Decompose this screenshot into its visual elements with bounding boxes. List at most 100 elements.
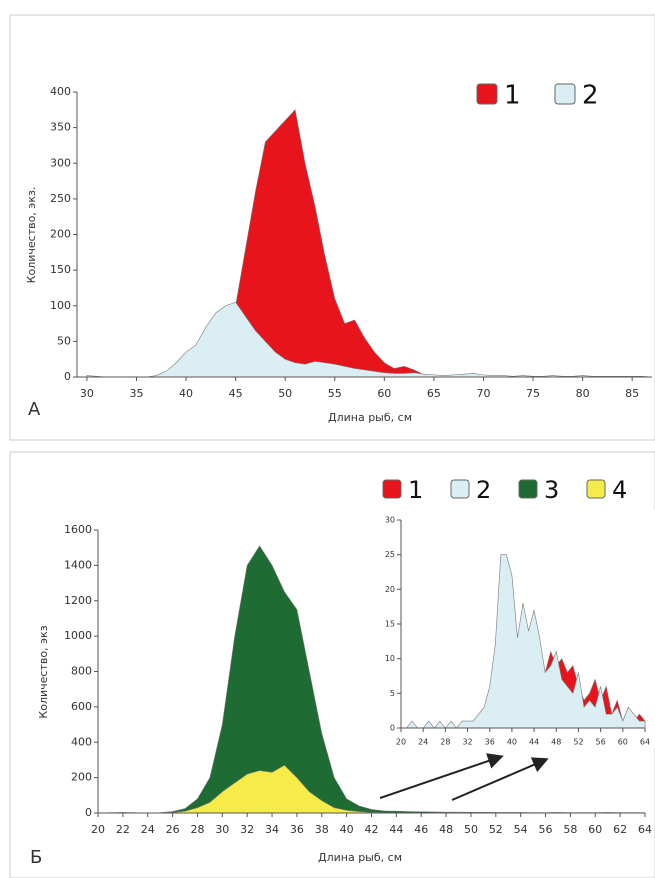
area	[98, 764, 645, 814]
y-tick-label: 300	[50, 156, 71, 169]
legend-swatch	[450, 479, 470, 499]
x-tick-label: 52	[573, 738, 583, 747]
panel-a-frame	[9, 14, 655, 441]
y-tick-label: 0	[390, 724, 395, 733]
y-tick-label: 25	[385, 550, 395, 559]
x-tick-label: 34	[265, 823, 279, 836]
x-tick-label: 40	[340, 823, 354, 836]
x-tick-label: 44	[529, 738, 539, 747]
panel-label: А	[28, 399, 41, 420]
y-tick-label: 350	[50, 121, 71, 134]
x-tick-label: 45	[229, 387, 243, 400]
y-tick-label: 400	[71, 735, 92, 748]
x-axis-label: Длина рыб, см	[328, 411, 412, 424]
y-tick-label: 10	[385, 654, 395, 663]
arrow	[379, 753, 504, 799]
x-tick-label: 64	[640, 738, 650, 747]
y-tick-label: 0	[85, 806, 92, 819]
x-tick-label: 60	[377, 387, 391, 400]
x-tick-label: 62	[613, 823, 627, 836]
y-tick-label: 150	[50, 263, 71, 276]
legend-label: 2	[582, 81, 599, 111]
x-tick-label: 70	[476, 387, 490, 400]
legend-label: 4	[612, 476, 627, 504]
x-tick-label: 32	[240, 823, 254, 836]
x-tick-label: 35	[129, 387, 143, 400]
y-tick-label: 1600	[64, 523, 92, 536]
x-tick-label: 64	[638, 823, 652, 836]
y-tick-label: 50	[57, 334, 71, 347]
x-tick-label: 75	[526, 387, 540, 400]
x-tick-label: 48	[439, 823, 453, 836]
y-tick-label: 400	[50, 85, 71, 98]
y-tick-label: 100	[50, 299, 71, 312]
y-tick-label: 1400	[64, 558, 92, 571]
x-tick-label: 32	[462, 738, 472, 747]
y-tick-label: 200	[71, 771, 92, 784]
x-tick-label: 55	[328, 387, 342, 400]
x-tick-label: 36	[290, 823, 304, 836]
x-tick-label: 30	[80, 387, 94, 400]
legend-label: 2	[476, 476, 491, 504]
y-tick-label: 0	[64, 370, 71, 383]
x-tick-label: 24	[141, 823, 155, 836]
area	[401, 554, 646, 729]
x-tick-label: 46	[414, 823, 428, 836]
x-tick-label: 56	[596, 738, 606, 747]
y-tick-label: 20	[385, 585, 395, 594]
x-tick-label: 56	[539, 823, 553, 836]
y-tick-label: 200	[50, 228, 71, 241]
x-tick-label: 22	[116, 823, 130, 836]
x-tick-label: 48	[551, 738, 561, 747]
x-tick-label: 28	[440, 738, 450, 747]
x-tick-label: 60	[588, 823, 602, 836]
legend-swatch	[518, 479, 538, 499]
y-tick-label: 5	[390, 689, 395, 698]
y-tick-label: 30	[385, 516, 395, 525]
legend-label: 3	[544, 476, 559, 504]
x-tick-label: 30	[215, 823, 229, 836]
area	[86, 301, 653, 378]
y-tick-label: 1000	[64, 629, 92, 642]
x-tick-label: 24	[418, 738, 428, 747]
legend-swatch	[382, 479, 402, 499]
x-tick-label: 40	[179, 387, 193, 400]
area	[86, 109, 652, 378]
legend-swatch	[476, 83, 498, 105]
x-tick-label: 26	[166, 823, 180, 836]
legend-swatch	[586, 479, 606, 499]
y-tick-label: 250	[50, 192, 71, 205]
y-tick-label: 600	[71, 700, 92, 713]
y-tick-label: 800	[71, 665, 92, 678]
y-axis-label: Количество, экз.	[25, 187, 38, 284]
legend-label: 1	[504, 81, 521, 111]
x-tick-label: 40	[507, 738, 517, 747]
x-tick-label: 28	[190, 823, 204, 836]
y-tick-label: 1200	[64, 594, 92, 607]
x-tick-label: 50	[278, 387, 292, 400]
x-tick-label: 38	[315, 823, 329, 836]
x-tick-label: 52	[489, 823, 503, 836]
x-tick-label: 60	[618, 738, 628, 747]
x-tick-label: 44	[389, 823, 403, 836]
x-tick-label: 85	[625, 387, 639, 400]
arrow	[451, 757, 549, 801]
y-axis-label: Количество, экз	[37, 625, 50, 718]
x-tick-label: 58	[563, 823, 577, 836]
x-tick-label: 80	[576, 387, 590, 400]
legend-label: 1	[408, 476, 423, 504]
x-tick-label: 65	[427, 387, 441, 400]
x-axis-label: Длина рыб, см	[318, 851, 402, 864]
x-tick-label: 54	[514, 823, 528, 836]
panel-b-frame	[9, 451, 655, 878]
x-tick-label: 36	[485, 738, 495, 747]
panel-label: Б	[30, 847, 42, 868]
x-tick-label: 50	[464, 823, 478, 836]
y-tick-label: 15	[385, 620, 395, 629]
legend-swatch	[554, 83, 576, 105]
x-tick-label: 20	[91, 823, 105, 836]
x-tick-label: 42	[365, 823, 379, 836]
x-tick-label: 20	[396, 738, 406, 747]
